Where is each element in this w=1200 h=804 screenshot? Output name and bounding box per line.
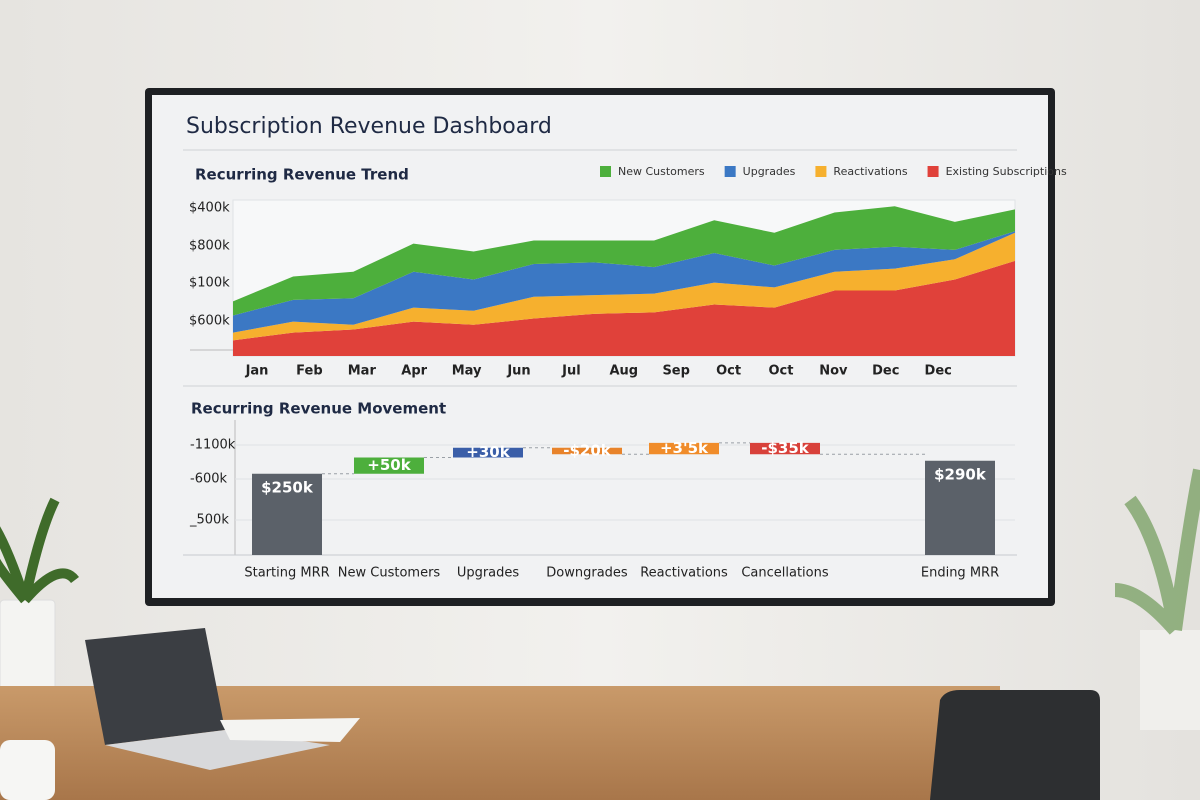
legend-label: New Customers <box>618 165 705 178</box>
value-label: +30k <box>466 443 510 461</box>
x-tick-label: Dec <box>872 364 899 379</box>
chart-title: Recurring Revenue Trend <box>195 166 409 184</box>
plant-left <box>0 497 79 706</box>
bar <box>649 442 719 455</box>
bar <box>750 442 820 455</box>
x-tick-label: Jul <box>561 364 581 379</box>
y-axis-label: $400k <box>189 201 230 216</box>
x-tick-label: Feb <box>296 364 322 379</box>
bar <box>453 447 523 458</box>
chart-title: Recurring Revenue Movement <box>191 400 446 418</box>
x-tick-label: Oct <box>716 364 741 379</box>
y-axis-label: -600k <box>190 472 228 487</box>
dashboard-title: Subscription Revenue Dashboard <box>186 114 552 139</box>
y-axis-label: $800k <box>189 239 230 254</box>
x-tick-label: Dec <box>925 364 952 379</box>
legend-label: Reactivations <box>833 165 907 178</box>
x-tick-label: May <box>452 364 482 379</box>
x-tick-label: Downgrades <box>546 566 628 581</box>
x-tick-label: Nov <box>819 364 848 379</box>
legend-label: Upgrades <box>743 165 796 178</box>
y-axis-label: -1100k <box>190 438 236 453</box>
value-label: -$35k <box>761 439 810 457</box>
x-tick-label: New Customers <box>338 566 441 581</box>
legend-swatch <box>815 166 827 177</box>
legend-swatch <box>600 166 611 177</box>
grid <box>235 444 1015 521</box>
x-tick-label: Apr <box>401 364 427 379</box>
area <box>233 206 1015 316</box>
area <box>233 232 1015 341</box>
x-tick-label: Upgrades <box>457 566 520 581</box>
legend-label: Existing Subscriptions <box>946 165 1067 178</box>
y-axis-label: $600k <box>189 314 230 329</box>
x-tick-label: Oct <box>769 364 794 379</box>
y-axis-label: $100k <box>189 276 230 291</box>
bar <box>552 447 622 455</box>
x-tick-label: Aug <box>609 364 638 379</box>
mug <box>0 740 55 800</box>
value-label: +3'5k <box>660 439 709 457</box>
area <box>233 231 1015 333</box>
value-label: -$20k <box>563 442 612 460</box>
bar <box>252 473 322 555</box>
bar <box>354 457 424 474</box>
value-label: +50k <box>367 456 411 474</box>
value-label: $250k <box>261 478 314 496</box>
x-tick-label: Jun <box>506 364 530 379</box>
x-tick-label: Ending MRR <box>921 566 999 581</box>
x-tick-label: Starting MRR <box>244 566 329 581</box>
legend-swatch <box>724 166 736 177</box>
bar <box>925 460 995 555</box>
chair <box>930 690 1100 800</box>
x-tick-label: Reactivations <box>640 566 728 581</box>
x-tick-label: Sep <box>662 364 690 379</box>
legend-swatch <box>927 166 939 177</box>
area <box>233 260 1015 356</box>
value-label: $290k <box>934 465 987 483</box>
x-tick-label: Mar <box>348 364 377 379</box>
laptop <box>85 628 360 770</box>
x-tick-label: Jan <box>245 364 269 379</box>
y-axis-label: _500k <box>189 513 229 528</box>
plant-right <box>1114 468 1200 730</box>
x-tick-label: Cancellations <box>741 566 829 581</box>
